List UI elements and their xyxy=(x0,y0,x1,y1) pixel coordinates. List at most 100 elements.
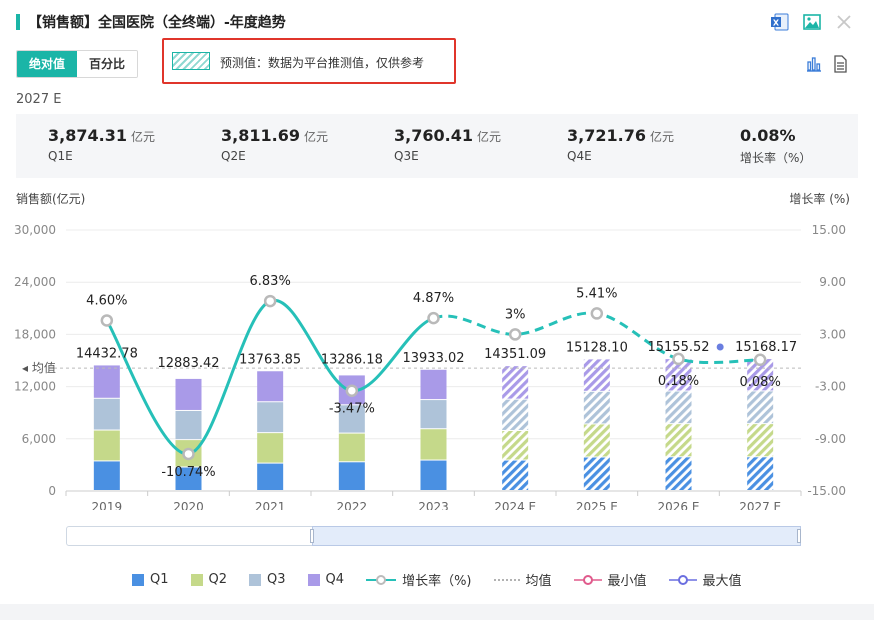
legend-item-q1[interactable]: Q1 xyxy=(132,572,169,587)
min-marker-swatch xyxy=(573,574,602,585)
bar-segment-q4 xyxy=(420,369,447,400)
bar-segment-q3 xyxy=(502,399,529,430)
growth-point xyxy=(345,384,359,397)
y2-axis-title: 增长率 (%) xyxy=(789,192,850,206)
bar-segment-q4 xyxy=(175,378,202,410)
bar-total-label: 15168.17 xyxy=(735,340,797,355)
growth-value-label: 6.83% xyxy=(250,274,291,289)
y-axis-title: 销售额(亿元) xyxy=(16,192,86,206)
bar-segment-q1 xyxy=(747,457,774,490)
bar-segment-q1 xyxy=(583,457,610,490)
growth-line-swatch xyxy=(366,574,397,585)
y-tick-label: 12,000 xyxy=(14,380,56,394)
range-scrollbar-window[interactable] xyxy=(312,526,801,546)
legend-item-growth[interactable]: 增长率（%) xyxy=(366,570,472,589)
percent-button[interactable]: 百分比 xyxy=(77,51,138,77)
kpi-value: 0.08% xyxy=(740,126,796,145)
y-tick-label: 24,000 xyxy=(14,275,56,289)
legend-item-q4[interactable]: Q4 xyxy=(307,572,344,587)
bar-segment-q3 xyxy=(420,400,447,429)
bar-segment-q2 xyxy=(257,433,284,463)
y-tick-label: 30,000 xyxy=(14,223,56,237)
absolute-value-button[interactable]: 绝对值 xyxy=(17,51,78,77)
kpi-q1: 3,874.31 亿元 Q1E xyxy=(48,126,155,163)
growth-value-label: 4.60% xyxy=(86,293,127,308)
growth-value-label: 5.41% xyxy=(576,286,617,301)
value-mode-toggle: 绝对值 百分比 xyxy=(16,50,139,78)
kpi-unit: 亿元 xyxy=(476,130,501,144)
bar-segment-q1 xyxy=(338,462,365,490)
bar-segment-q3 xyxy=(583,391,610,424)
kpi-value: 3,721.76 xyxy=(567,126,646,145)
chart-legend: Q1 Q2 Q3 Q4 增长率（%) 均值 最小值 最大值 xyxy=(132,570,764,589)
y2-tick-label: -15.00 xyxy=(807,484,846,498)
bar-total-label: 15128.10 xyxy=(566,340,628,355)
kpi-label: Q1E xyxy=(48,149,73,163)
bar-segment-q2 xyxy=(583,424,610,457)
kpi-label: Q2E xyxy=(221,149,246,163)
bar-segment-q2 xyxy=(747,424,774,457)
bar-segment-q3 xyxy=(665,391,692,424)
growth-point xyxy=(263,294,277,308)
chart-plot-area: 0 -15.00 6,000 -9.00 12,000 -3.00 18,000 3.00 24… xyxy=(14,223,846,510)
growth-value-label: 4.87% xyxy=(413,291,454,306)
y2-tick-label: 15.00 xyxy=(812,223,846,237)
legend-item-min[interactable]: 最小值 xyxy=(573,570,647,589)
kpi-year-label: 2027 E xyxy=(16,92,62,107)
table-view-icon[interactable] xyxy=(830,54,850,74)
bar-segment-q1 xyxy=(502,460,529,490)
bar-chart-view-icon[interactable] xyxy=(804,54,824,74)
bar-segment-q3 xyxy=(338,405,365,433)
legend-item-mean[interactable]: 均值 xyxy=(493,570,552,589)
legend-label: Q2 xyxy=(208,572,228,587)
legend-swatch xyxy=(132,573,144,586)
bar-segment-q2 xyxy=(93,430,120,461)
legend-label: 均值 xyxy=(525,574,552,589)
bar-total-label: 13286.18 xyxy=(321,352,383,367)
growth-point xyxy=(753,353,767,367)
range-handle-right[interactable] xyxy=(797,529,801,543)
legend-item-max[interactable]: 最大值 xyxy=(668,570,742,589)
legend-label: 最小值 xyxy=(607,574,647,589)
kpi-unit: 亿元 xyxy=(130,130,155,144)
kpi-unit: 亿元 xyxy=(649,130,674,144)
bar-total-label: 14432.78 xyxy=(76,346,138,361)
kpi-value: 3,874.31 xyxy=(48,126,127,145)
excel-export-icon[interactable]: X xyxy=(770,12,790,32)
growth-value-label: 3% xyxy=(505,307,526,322)
growth-value-label: -3.47% xyxy=(329,402,375,417)
kpi-unit: 亿元 xyxy=(303,130,328,144)
growth-value-label: 0.08% xyxy=(740,375,781,390)
svg-text:X: X xyxy=(773,19,780,28)
legend-swatch xyxy=(190,573,203,586)
legend-label: 增长率（%) xyxy=(402,574,472,589)
growth-value-label: -10.74% xyxy=(161,465,215,480)
kpi-q2: 3,811.69 亿元 Q2E xyxy=(221,126,328,163)
max-value-marker xyxy=(716,343,724,351)
y-tick-label: 6,000 xyxy=(22,432,56,446)
bar-segment-q1 xyxy=(175,467,202,490)
y2-tick-label: -9.00 xyxy=(815,432,846,446)
bar-segment-q2 xyxy=(420,429,447,460)
bar-segment-q4 xyxy=(257,371,284,402)
x-tick-label: 2022 xyxy=(337,500,368,510)
forecast-notice: 预测值：数据为平台推测值，仅供参考 xyxy=(162,38,456,84)
range-handle-left[interactable] xyxy=(310,529,314,543)
kpi-summary: 3,874.31 亿元 Q1E 3,811.69 亿元 Q2E 3,760.41 亿元… xyxy=(16,114,858,178)
kpi-growth: 0.08% 增长率（%） xyxy=(740,126,811,166)
bar-total-label: 13763.85 xyxy=(239,352,301,367)
legend-item-q3[interactable]: Q3 xyxy=(249,572,286,587)
growth-point xyxy=(508,328,522,341)
growth-point xyxy=(100,314,114,327)
bar-total-label: 12883.42 xyxy=(157,356,219,371)
mean-line-label: ◂ 均值 xyxy=(22,360,56,375)
growth-line-actual xyxy=(105,298,435,456)
bar-segment-q2 xyxy=(338,433,365,462)
bar-segment-q4 xyxy=(93,365,120,398)
kpi-label: Q4E xyxy=(567,149,592,163)
y-tick-label: 0 xyxy=(48,484,56,498)
x-tick-label: 2020 xyxy=(173,500,204,510)
image-export-icon[interactable] xyxy=(802,12,822,32)
close-icon[interactable] xyxy=(834,12,854,32)
legend-item-q2[interactable]: Q2 xyxy=(190,572,228,587)
